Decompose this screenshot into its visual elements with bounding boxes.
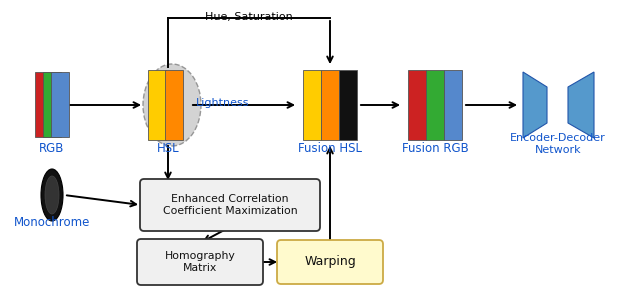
Text: Hue, Saturation: Hue, Saturation: [205, 12, 293, 22]
Bar: [51, 72, 69, 137]
FancyBboxPatch shape: [277, 240, 383, 284]
Bar: [444, 70, 462, 140]
Bar: [339, 70, 357, 140]
Bar: [148, 70, 166, 140]
Text: Encoder-Decoder
Network: Encoder-Decoder Network: [510, 134, 606, 155]
Text: Fusion RGB: Fusion RGB: [402, 142, 468, 155]
Polygon shape: [523, 72, 547, 138]
Ellipse shape: [143, 64, 201, 146]
Text: Fusion HSL: Fusion HSL: [298, 142, 362, 155]
Polygon shape: [568, 72, 594, 138]
Text: Monochrome: Monochrome: [14, 216, 90, 229]
Ellipse shape: [41, 169, 63, 221]
Bar: [303, 70, 321, 140]
Text: RGB: RGB: [39, 142, 65, 155]
Ellipse shape: [45, 176, 59, 214]
Bar: [35, 72, 53, 137]
Text: Lightness: Lightness: [196, 98, 250, 108]
Text: HSL: HSL: [157, 142, 179, 155]
FancyBboxPatch shape: [140, 179, 320, 231]
Text: Enhanced Correlation
Coefficient Maximization: Enhanced Correlation Coefficient Maximiz…: [163, 194, 298, 216]
Text: Warping: Warping: [304, 255, 356, 269]
Bar: [165, 70, 183, 140]
Bar: [321, 70, 339, 140]
Text: Homography
Matrix: Homography Matrix: [164, 251, 236, 273]
Bar: [408, 70, 426, 140]
FancyBboxPatch shape: [137, 239, 263, 285]
Bar: [426, 70, 444, 140]
Bar: [43, 72, 61, 137]
